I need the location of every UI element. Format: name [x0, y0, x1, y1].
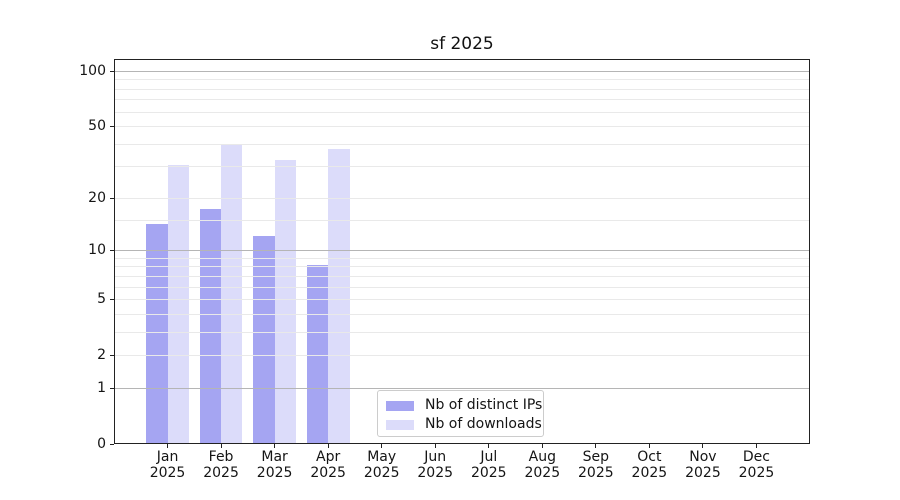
x-tick-label-dec-2025: Dec 2025 — [738, 449, 775, 481]
y-gridline-10 — [115, 250, 809, 252]
y-tick-label-20: 20 — [88, 189, 106, 206]
y-tick-label-0: 0 — [97, 436, 106, 452]
x-tick-mark-oct-2025 — [648, 444, 650, 448]
y-gridline-2 — [115, 355, 809, 357]
y-tick-label-1: 1 — [97, 379, 106, 396]
y-tick-mark-50 — [110, 126, 114, 128]
x-tick-label-feb-2025: Feb 2025 — [203, 449, 239, 481]
legend-swatch-distinct-ips — [386, 400, 414, 411]
y-gridline-60 — [115, 111, 809, 113]
y-gridline-8 — [115, 266, 809, 268]
y-tick-mark-20 — [110, 197, 114, 199]
y-gridline-20 — [115, 197, 809, 199]
x-tick-mark-sep-2025 — [595, 444, 597, 448]
y-gridline-70 — [115, 99, 809, 101]
bar-apr-2025-nb-of-distinct-ips — [306, 265, 329, 443]
y-tick-mark-0 — [110, 444, 114, 445]
x-tick-label-oct-2025: Oct 2025 — [631, 449, 668, 481]
plot-area — [114, 59, 810, 444]
bar-jan-2025-nb-of-downloads — [167, 165, 189, 443]
y-tick-label-10: 10 — [88, 242, 106, 259]
y-gridline-7 — [115, 275, 809, 277]
bar-feb-2025-nb-of-distinct-ips — [199, 209, 222, 443]
y-gridline-40 — [115, 143, 809, 145]
chart-title: sf 2025 — [430, 34, 494, 54]
y-gridline-80 — [115, 88, 809, 90]
x-tick-label-jul-2025: Jul 2025 — [470, 449, 507, 481]
y-gridline-3 — [115, 331, 809, 333]
x-tick-mark-jan-2025 — [167, 444, 169, 448]
x-tick-mark-jun-2025 — [434, 444, 436, 448]
y-gridline-50 — [115, 126, 809, 128]
x-tick-mark-dec-2025 — [755, 444, 757, 448]
x-tick-label-nov-2025: Nov 2025 — [685, 449, 721, 481]
y-tick-mark-100 — [110, 70, 114, 72]
y-tick-mark-2 — [110, 355, 114, 357]
x-tick-label-aug-2025: Aug 2025 — [524, 449, 561, 481]
x-tick-mark-may-2025 — [381, 444, 383, 448]
x-tick-mark-mar-2025 — [274, 444, 276, 448]
bar-mar-2025-nb-of-downloads — [274, 160, 296, 443]
y-gridline-9 — [115, 257, 809, 259]
y-gridline-100 — [115, 70, 809, 72]
x-tick-label-jan-2025: Jan 2025 — [149, 449, 186, 481]
x-tick-label-jun-2025: Jun 2025 — [417, 449, 454, 481]
bar-apr-2025-nb-of-downloads — [328, 148, 350, 443]
x-tick-mark-nov-2025 — [702, 444, 704, 448]
legend-label-distinct-ips: Nb of distinct IPs — [425, 397, 543, 413]
y-gridline-5 — [115, 299, 809, 301]
y-gridline-1 — [115, 387, 809, 389]
legend-item-distinct-ips: Nb of distinct IPs — [386, 396, 542, 415]
x-tick-mark-apr-2025 — [327, 444, 329, 448]
legend-label-downloads: Nb of downloads — [425, 416, 542, 432]
x-tick-label-may-2025: May 2025 — [363, 449, 400, 481]
y-tick-mark-1 — [110, 387, 114, 389]
legend-swatch-downloads — [386, 419, 414, 430]
y-tick-mark-5 — [110, 299, 114, 301]
x-tick-mark-aug-2025 — [541, 444, 543, 448]
x-tick-label-mar-2025: Mar 2025 — [256, 449, 293, 481]
x-tick-mark-jul-2025 — [488, 444, 490, 448]
y-gridline-30 — [115, 166, 809, 168]
legend: Nb of distinct IPs Nb of downloads — [377, 390, 544, 437]
x-tick-label-sep-2025: Sep 2025 — [578, 449, 614, 481]
y-gridline-90 — [115, 79, 809, 81]
x-tick-label-apr-2025: Apr 2025 — [310, 449, 346, 481]
y-tick-label-50: 50 — [88, 118, 106, 135]
y-gridline-15 — [115, 219, 809, 221]
y-tick-label-100: 100 — [79, 62, 106, 79]
y-tick-label-2: 2 — [97, 347, 106, 364]
bar-feb-2025-nb-of-downloads — [221, 144, 243, 443]
legend-item-downloads: Nb of downloads — [386, 415, 542, 434]
x-tick-mark-feb-2025 — [220, 444, 222, 448]
y-gridline-6 — [115, 286, 809, 288]
y-tick-mark-10 — [110, 250, 114, 252]
y-gridline-4 — [115, 313, 809, 315]
y-tick-label-5: 5 — [97, 291, 106, 308]
